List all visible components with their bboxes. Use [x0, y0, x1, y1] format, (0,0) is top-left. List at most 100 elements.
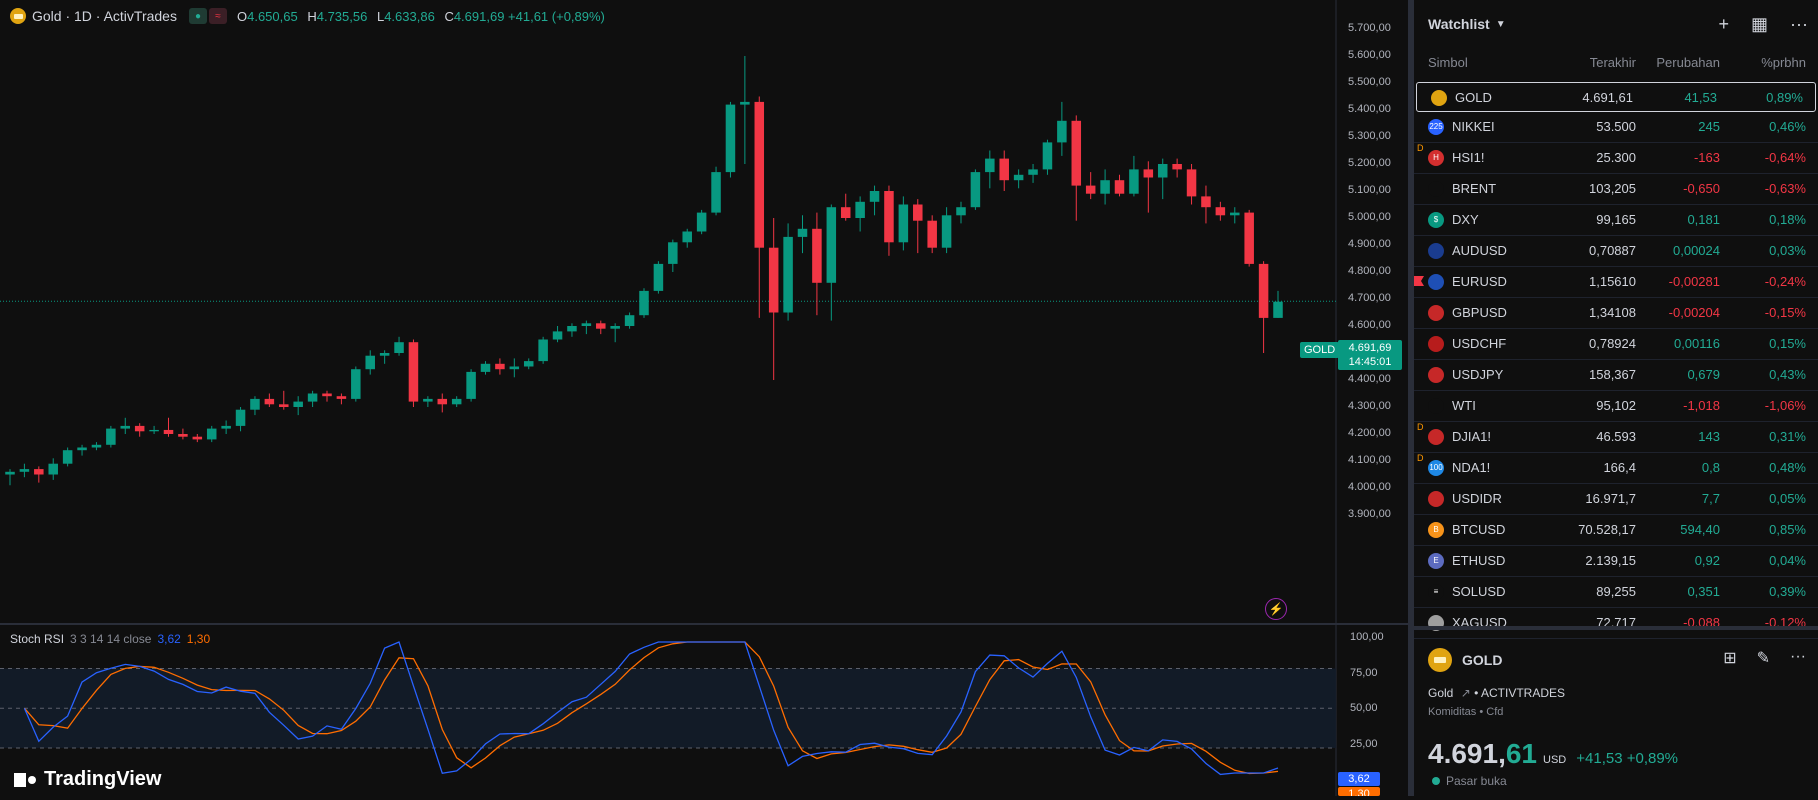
candle-up: [682, 231, 692, 243]
candle-up: [985, 158, 995, 173]
candle-down: [768, 247, 779, 313]
candle-up: [221, 425, 231, 429]
symbol-title[interactable]: Gold · 1D · ActivTrades: [32, 8, 177, 24]
candle-up: [394, 342, 404, 353]
advanced-view-icon[interactable]: ▦: [1751, 13, 1769, 34]
watchlist-row-ethusd[interactable]: E ETHUSD 2.139,15 0,92 0,04%: [1414, 546, 1818, 577]
watchlist-row-solusd[interactable]: ≡ SOLUSD 89,255 0,351 0,39%: [1414, 577, 1818, 608]
watchlist-panel: Watchlist ▼ + ▦ ··· Simbol Terakhir Peru…: [1414, 0, 1818, 796]
panel-divider[interactable]: [1408, 0, 1414, 796]
watchlist-pct: -0,64%: [1764, 150, 1806, 165]
symbol-logo-icon: [1428, 305, 1444, 321]
more-options-icon[interactable]: ···: [1790, 648, 1806, 665]
external-link-icon[interactable]: ↗: [1460, 686, 1471, 700]
watchlist-row-brent[interactable]: BRENT 103,205 -0,650 -0,63%: [1414, 174, 1818, 205]
watchlist-row-audusd[interactable]: AUDUSD 0,70887 0,00024 0,03%: [1414, 236, 1818, 267]
candle-down: [1114, 180, 1125, 194]
col-change[interactable]: Perubahan: [1656, 54, 1720, 70]
delayed-mark: D: [1417, 422, 1424, 432]
stoch-axis-tick: 75,00: [1350, 666, 1378, 679]
add-symbol-icon[interactable]: +: [1718, 13, 1729, 34]
watchlist-symbol: HSI1!: [1452, 150, 1485, 165]
watchlist-row-usdjpy[interactable]: USDJPY 158,367 0,679 0,43%: [1414, 360, 1818, 391]
candle-down: [1215, 207, 1226, 216]
candle-down: [812, 228, 822, 283]
candle-up: [351, 369, 361, 399]
watchlist-last: 1,15610: [1589, 274, 1636, 289]
symbol-details: GOLD ⊞ ✎ ··· Gold ↗ • ACTIVTRADES Komidi…: [1414, 626, 1818, 800]
stoch-k-tag: 3,62: [1338, 772, 1380, 786]
lightning-icon[interactable]: ⚡: [1265, 598, 1287, 620]
candle-up: [1157, 164, 1168, 178]
data-delay-icon[interactable]: ≈: [208, 8, 227, 24]
candle-down: [1186, 169, 1197, 197]
watchlist-last: 2.139,15: [1585, 553, 1636, 568]
candle-up: [552, 331, 563, 340]
col-last[interactable]: Terakhir: [1589, 54, 1636, 70]
edit-icon[interactable]: ✎: [1756, 650, 1771, 667]
watchlist-row-nikkei[interactable]: 225 NIKKEI 53.500 245 0,46%: [1414, 112, 1818, 143]
tradingview-logo[interactable]: TradingView: [14, 768, 161, 791]
candle-down: [279, 404, 289, 407]
watchlist-row-eurusd[interactable]: EURUSD 1,15610 -0,00281 -0,24%: [1414, 267, 1818, 298]
status-indicators: ● ≈: [188, 8, 227, 24]
watchlist-last: 0,70887: [1589, 243, 1636, 258]
price-axis-tick: 5.400,00: [1348, 103, 1391, 115]
watchlist-row-usdchf[interactable]: USDCHF 0,78924 0,00116 0,15%: [1414, 329, 1818, 360]
chart-canvas[interactable]: [0, 0, 1408, 796]
watchlist-row-gold[interactable]: GOLD 4.691,61 41,53 0,89%: [1416, 82, 1816, 112]
watchlist-symbol: NIKKEI: [1452, 119, 1495, 134]
watchlist-pct: 0,04%: [1769, 553, 1806, 568]
watchlist-row-usdidr[interactable]: USDIDR 16.971,7 7,7 0,05%: [1414, 484, 1818, 515]
details-symbol[interactable]: GOLD: [1462, 652, 1503, 668]
price-axis-tick: 4.700,00: [1348, 292, 1391, 304]
bar-countdown: 14:45:01: [1348, 356, 1392, 368]
watchlist-last: 89,255: [1596, 584, 1636, 599]
watchlist-row-nda1[interactable]: 100 NDA1! D 166,4 0,8 0,48%: [1414, 453, 1818, 484]
candle-up: [1057, 120, 1067, 143]
candle-up: [1273, 301, 1283, 318]
grid-icon[interactable]: ⊞: [1723, 650, 1737, 667]
stoch-rsi-legend[interactable]: Stoch RSI 3 3 14 14 close 3,62 1,30: [10, 632, 210, 646]
symbol-logo-icon: 100: [1428, 460, 1444, 476]
candle-down: [1071, 120, 1082, 186]
candle-up: [1028, 169, 1038, 175]
watchlist-symbol: AUDUSD: [1452, 243, 1507, 258]
candle-down: [754, 101, 765, 248]
candle-down: [596, 323, 606, 329]
candle-up: [480, 363, 491, 372]
watchlist-symbol: USDJPY: [1452, 367, 1504, 382]
price-axis-tick: 4.100,00: [1348, 454, 1391, 466]
gold-symbol-icon: [10, 8, 26, 24]
watchlist-row-dxy[interactable]: $ DXY 99,165 0,181 0,18%: [1414, 205, 1818, 236]
watchlist-row-wti[interactable]: WTI 95,102 -1,018 -1,06%: [1414, 391, 1818, 422]
last-price-label: 4.691,69 14:45:01: [1338, 340, 1402, 370]
watchlist-pct: -0,63%: [1764, 181, 1806, 196]
watchlist-row-hsi1[interactable]: H HSI1! D 25.300 -163 -0,64%: [1414, 143, 1818, 174]
candle-down: [264, 398, 275, 405]
watchlist-change: 41,53: [1684, 90, 1717, 105]
chevron-down-icon[interactable]: ▼: [1495, 18, 1506, 30]
candle-up: [869, 191, 880, 202]
watchlist-last: 99,165: [1596, 212, 1636, 227]
watchlist-symbol: WTI: [1452, 398, 1476, 413]
chart-pane[interactable]: Gold · 1D · ActivTrades ● ≈ O4.650,65 H4…: [0, 0, 1408, 796]
watchlist-row-btcusd[interactable]: B BTCUSD 70.528,17 594,40 0,85%: [1414, 515, 1818, 546]
flag-icon[interactable]: [1414, 276, 1424, 286]
watchlist-change: 7,7: [1701, 491, 1720, 506]
market-open-icon[interactable]: ●: [188, 8, 207, 24]
col-pct[interactable]: %prbhn: [1761, 54, 1806, 70]
watchlist-row-djia1[interactable]: DJIA1! D 46.593 143 0,31%: [1414, 422, 1818, 453]
symbol-logo-icon: 225: [1428, 119, 1444, 135]
stoch-k-value: 3,62: [157, 632, 181, 646]
watchlist-title[interactable]: Watchlist: [1428, 16, 1490, 32]
col-symbol[interactable]: Simbol: [1428, 54, 1468, 70]
watchlist-pct: 0,18%: [1769, 212, 1806, 227]
watchlist-change: -1,018: [1683, 398, 1720, 413]
price-axis-tick: 4.200,00: [1348, 427, 1391, 439]
candle-up: [451, 398, 462, 405]
watchlist-row-gbpusd[interactable]: GBPUSD 1,34108 -0,00204 -0,15%: [1414, 298, 1818, 329]
candle-down: [408, 342, 419, 402]
more-options-icon[interactable]: ···: [1790, 13, 1808, 34]
watchlist-change: 0,00116: [1673, 336, 1720, 351]
